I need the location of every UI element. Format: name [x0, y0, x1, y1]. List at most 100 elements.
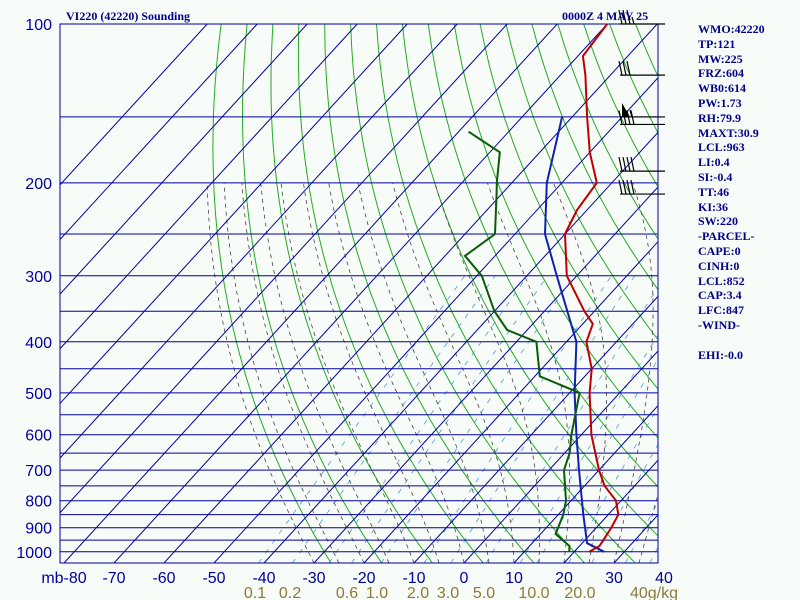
mixing-ratio-label: 10.0	[518, 585, 549, 600]
pressure-tick-label: 600	[25, 428, 52, 445]
wind-barb-full	[630, 157, 635, 172]
isobars	[59, 23, 659, 564]
wind-barb-full	[622, 61, 627, 76]
mixing-ratio-line	[380, 275, 575, 563]
index-item: EHI:-0.0	[698, 347, 743, 362]
dry-adiabat	[241, 24, 383, 563]
moist-adiabat	[638, 492, 658, 563]
mixing-ratio-label: 40g/kg	[630, 585, 678, 600]
dry-adiabat	[270, 24, 433, 563]
index-item: CINH:0	[698, 258, 740, 273]
dry-adiabat	[505, 24, 658, 341]
mixing-ratio-line	[423, 275, 612, 563]
pressure-tick-label: 200	[25, 176, 52, 193]
moist-adiabat	[280, 182, 415, 563]
pressure-tick-label: 800	[25, 494, 52, 511]
wind-barb	[618, 110, 665, 126]
wind-barb-full	[618, 157, 623, 172]
wind-barb-full	[626, 157, 631, 172]
observation-time: 0000Z 4 MAY 25	[562, 9, 649, 23]
temperature-line	[563, 24, 620, 553]
index-item: WMO:42220	[698, 22, 765, 36]
station-title: VI220 (42220) Sounding	[66, 9, 191, 23]
dry-adiabat	[531, 24, 658, 291]
pressure-tick-label: 700	[25, 463, 52, 480]
isotherm	[60, 24, 508, 514]
temperature-tick-label: 30	[605, 570, 623, 587]
mixing-ratio-label: 2.0	[407, 585, 429, 600]
wind-barb-full	[622, 110, 627, 125]
index-item: TT:46	[698, 184, 730, 199]
wind-barb-full	[626, 61, 631, 76]
isotherm	[413, 295, 658, 563]
mixing-ratio-label: 1.0	[366, 585, 388, 600]
index-item: LI:0.4	[698, 155, 730, 170]
dry-adiabat	[297, 24, 484, 563]
wind-barb-full	[626, 179, 631, 195]
wind-barb	[618, 179, 665, 195]
temperature-tick-label: -20	[352, 570, 375, 587]
isotherm	[60, 24, 308, 295]
index-item: LFC:847	[698, 303, 744, 318]
isotherm	[313, 186, 658, 563]
dry-adiabat	[376, 24, 636, 563]
index-item: SI:-0.4	[698, 169, 733, 184]
index-item: CAPE:0	[698, 243, 741, 258]
dry-adiabat	[212, 24, 332, 563]
isotherm	[60, 24, 458, 459]
mixing-ratio-lines	[258, 275, 658, 563]
mixing-ratio-line	[292, 275, 496, 563]
pressure-tick-label: 900	[25, 521, 52, 538]
isotherm	[63, 24, 558, 563]
wind-barb-half	[631, 16, 635, 25]
moist-adiabat	[434, 182, 540, 563]
temperature-tick-label: 40	[655, 570, 673, 587]
isotherm	[60, 24, 358, 350]
mixing-ratio-line	[450, 275, 636, 563]
isotherm	[60, 24, 208, 186]
wind-barb-full	[622, 157, 627, 172]
isotherms	[60, 24, 658, 563]
temperature-tick-label: -10	[402, 570, 425, 587]
mixing-ratio-line	[328, 275, 528, 563]
dry-adiabat	[324, 24, 535, 563]
index-item: -PARCEL-	[698, 229, 755, 244]
isotherm	[263, 131, 658, 563]
moist-adiabat	[223, 182, 340, 563]
isotherm	[113, 24, 608, 563]
moist-adiabat	[328, 182, 465, 563]
wind-barb	[618, 61, 665, 76]
index-item: WB0:614	[698, 81, 746, 96]
wind-barb	[618, 9, 665, 25]
pressure-tick-label: 1000	[16, 545, 52, 562]
wind-barb-full	[618, 61, 623, 76]
temperature-tick-label: 0	[460, 570, 469, 587]
mixing-ratio-line	[258, 275, 466, 563]
wind-barb-full	[626, 9, 631, 25]
temperature-tick-label: 10	[505, 570, 523, 587]
index-item: LCL:963	[698, 140, 745, 155]
index-item: KI:36	[698, 199, 728, 214]
moist-adiabat	[206, 182, 315, 563]
moist-adiabat	[487, 182, 570, 563]
pressure-tick-label: 100	[25, 17, 52, 34]
wind-barb-full	[630, 179, 635, 195]
mixing-ratio-line	[351, 275, 548, 563]
dry-adiabat	[427, 24, 658, 488]
index-item: -WIND-	[698, 317, 740, 332]
mixing-ratio-label: 5.0	[473, 585, 495, 600]
temperature-tick-label: -70	[102, 570, 125, 587]
index-item: MW:225	[698, 51, 743, 66]
moist-adiabat	[260, 182, 390, 563]
wind-barb-full	[630, 110, 635, 125]
isotherm	[513, 404, 658, 563]
index-item: LCL:852	[698, 273, 745, 288]
index-item: SW:220	[698, 214, 739, 229]
dry-adiabat	[791, 24, 800, 563]
index-item: TP:121	[698, 36, 736, 51]
isotherm	[213, 77, 658, 563]
index-item	[698, 333, 765, 348]
index-item: FRZ:604	[698, 66, 744, 81]
wind-barb-full	[618, 110, 623, 125]
